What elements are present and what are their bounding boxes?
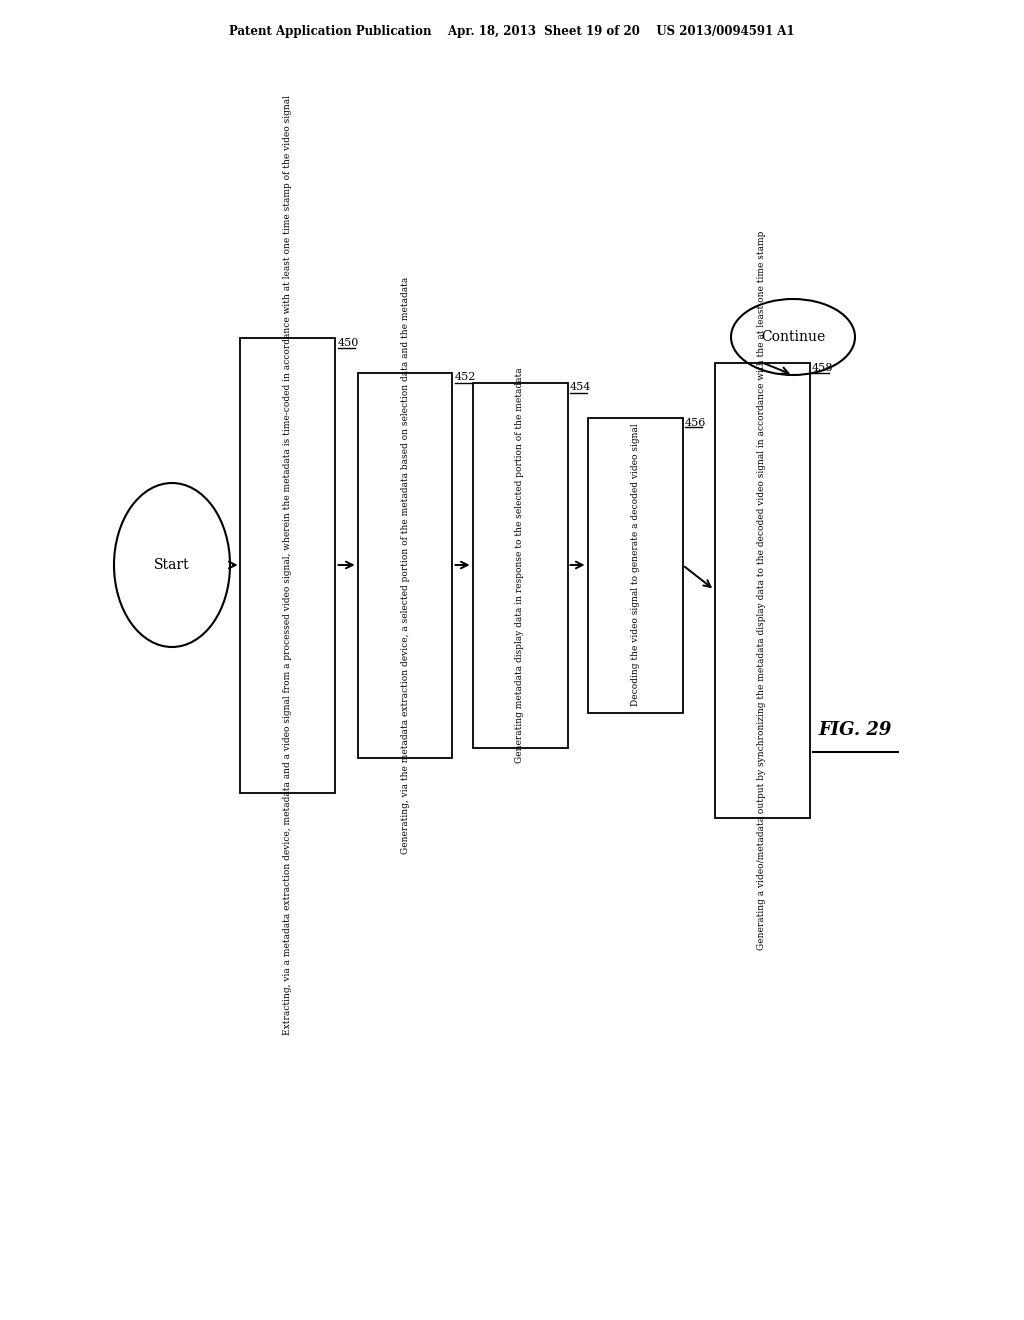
Text: 452: 452 [455,372,476,383]
Text: 456: 456 [685,417,707,428]
Text: Start: Start [155,558,189,572]
Text: 454: 454 [570,383,592,392]
Text: Generating a video/metadata output by synchronizing the metadata display data to: Generating a video/metadata output by sy… [758,230,767,949]
Text: Generating metadata display data in response to the selected portion of the meta: Generating metadata display data in resp… [515,367,524,763]
Text: Extracting, via a metadata extraction device, metadata and a video signal from a: Extracting, via a metadata extraction de… [284,95,293,1035]
Text: 458: 458 [812,363,834,372]
Text: Continue: Continue [761,330,825,345]
Text: FIG. 29: FIG. 29 [818,721,892,739]
Text: 450: 450 [338,338,359,347]
Text: Generating, via the metadata extraction device, a selected portion of the metada: Generating, via the metadata extraction … [400,276,410,854]
Text: Decoding the video signal to generate a decoded video signal: Decoding the video signal to generate a … [631,424,640,706]
Text: Patent Application Publication    Apr. 18, 2013  Sheet 19 of 20    US 2013/00945: Patent Application Publication Apr. 18, … [229,25,795,38]
